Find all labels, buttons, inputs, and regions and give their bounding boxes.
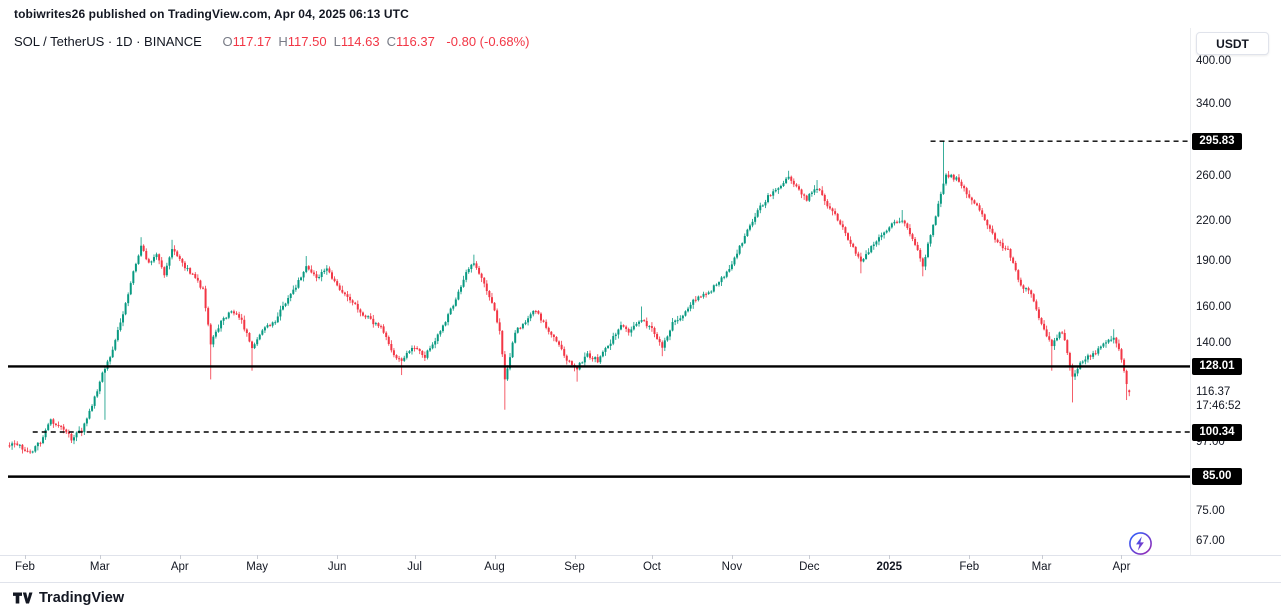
footer-separator <box>0 582 1281 583</box>
time-axis-label: Mar <box>89 561 110 573</box>
time-axis-label: Aug <box>484 561 505 573</box>
price-axis-separator <box>1190 28 1191 555</box>
time-axis-tick <box>99 555 101 559</box>
price-tick-label: 67.00 <box>1196 535 1225 548</box>
time-axis-label: Nov <box>721 561 743 573</box>
price-tick-label: 97.00 <box>1196 435 1225 448</box>
price-tick-label: 260.00 <box>1196 170 1232 183</box>
time-axis-tick <box>494 555 496 559</box>
candles-series <box>8 141 1131 454</box>
time-axis-tick <box>809 555 811 559</box>
price-level-label: 85.00 <box>1192 468 1242 486</box>
boost-lightning-icon[interactable] <box>1128 531 1153 556</box>
time-axis-label: Apr <box>1112 561 1131 573</box>
currency-toggle-button[interactable]: USDT <box>1196 32 1269 55</box>
brand-text: TradingView <box>39 590 125 606</box>
time-axis-label: Apr <box>170 561 189 573</box>
close-value: 116.37 <box>396 34 435 49</box>
time-axis-label: Mar <box>1031 561 1052 573</box>
price-axis[interactable]: 400.00 340.00 260.00 220.00 190.00 160.00 140.… <box>1190 0 1281 555</box>
candlestick-chart[interactable] <box>0 0 1190 556</box>
low-value: 114.63 <box>340 34 380 49</box>
time-axis-label: Jun <box>327 561 347 573</box>
time-axis-tick <box>414 555 416 559</box>
price-tick-label: 220.00 <box>1196 215 1232 228</box>
high-label: H <box>278 34 288 49</box>
attribution-text: tobiwrites26 published on TradingView.co… <box>14 7 409 21</box>
price-level-label: 295.83 <box>1192 132 1242 150</box>
symbol-legend: SOL / TetherUS · 1D · BINANCE O117.17 H11… <box>14 34 530 49</box>
price-level-lines <box>8 140 1190 478</box>
time-axis-tick <box>969 555 971 559</box>
time-axis-label: Sep <box>564 561 585 573</box>
time-axis-label: Feb <box>15 561 35 573</box>
current-price-label: 116.37 <box>1196 385 1231 398</box>
change-value: -0.80 (-0.68%) <box>446 34 530 49</box>
tradingview-logo-link[interactable]: TradingView <box>12 588 124 608</box>
time-axis-tick <box>889 555 891 559</box>
time-axis-label: Feb <box>959 561 980 573</box>
time-axis-tick <box>337 555 339 559</box>
time-axis-tick <box>731 555 733 559</box>
time-axis-label: Dec <box>799 561 820 573</box>
ohlc-values: O117.17 H117.50 L114.63 C116.37 <box>215 34 434 49</box>
price-tick-label: 160.00 <box>1196 300 1232 313</box>
price-tick-label: 400.00 <box>1196 54 1232 67</box>
time-axis-label: Oct <box>642 561 661 573</box>
time-axis-tick <box>24 555 26 559</box>
price-tick-label: 340.00 <box>1196 98 1232 111</box>
open-label: O <box>222 34 233 49</box>
time-axis[interactable]: Feb Mar Apr May Jun Jul Aug Sep Oct Nov Dec 2025 Feb… <box>0 555 1190 582</box>
price-tick-label: 190.00 <box>1196 254 1232 267</box>
time-axis-label: Jul <box>407 561 422 573</box>
price-level-label: 128.01 <box>1192 357 1242 375</box>
bar-countdown-label: 17:46:52 <box>1196 399 1241 412</box>
time-axis-label: 2025 <box>876 561 903 573</box>
price-tick-label: 75.00 <box>1196 504 1225 517</box>
time-axis-separator <box>0 555 1281 556</box>
time-axis-label: May <box>246 561 269 573</box>
time-axis-tick <box>574 555 576 559</box>
time-axis-tick <box>651 555 653 559</box>
high-value: 117.50 <box>287 34 327 49</box>
time-axis-tick <box>1041 555 1043 559</box>
time-axis-tick <box>1121 555 1123 559</box>
price-tick-label: 140.00 <box>1196 336 1232 349</box>
close-label: C <box>386 34 396 49</box>
time-axis-tick <box>257 555 259 559</box>
price-level-label: 100.34 <box>1192 423 1242 441</box>
open-value: 117.17 <box>232 34 272 49</box>
time-axis-tick <box>179 555 181 559</box>
low-label: L <box>333 34 341 49</box>
symbol-title[interactable]: SOL / TetherUS · 1D · BINANCE <box>14 34 202 49</box>
tradingview-logo-icon <box>13 592 33 604</box>
